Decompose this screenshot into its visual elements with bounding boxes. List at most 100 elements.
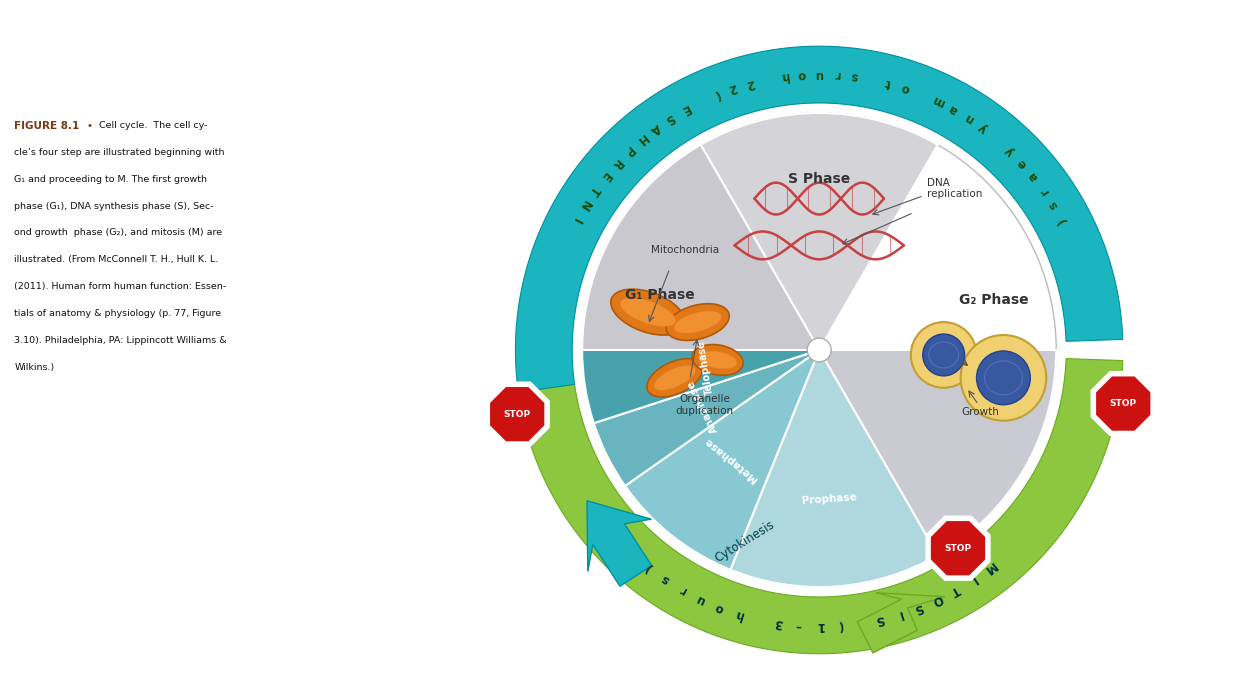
Text: t: t [884,76,893,90]
Text: STOP: STOP [1110,399,1137,408]
Polygon shape [516,46,1122,393]
Text: 2: 2 [744,75,755,90]
Text: ond growth  phase (G₂), and mitosis (M) are: ond growth phase (G₂), and mitosis (M) a… [15,229,223,238]
Text: S: S [662,110,677,126]
Text: m: m [930,92,946,110]
Text: Telophase: Telophase [697,340,715,396]
Ellipse shape [611,289,684,335]
Ellipse shape [666,303,729,340]
Text: T: T [949,582,962,597]
Text: a: a [1027,169,1042,184]
Text: h: h [779,69,789,84]
Text: S: S [913,600,925,615]
Text: n: n [962,110,976,126]
Polygon shape [857,593,945,653]
Text: illustrated. (From McConnell T. H., Hull K. L.: illustrated. (From McConnell T. H., Hull… [15,256,218,264]
Text: o: o [714,600,725,615]
Polygon shape [489,386,546,443]
Polygon shape [518,358,1122,653]
Polygon shape [485,382,549,447]
Circle shape [582,113,1056,587]
Polygon shape [1090,371,1156,436]
Text: Prophase: Prophase [802,492,858,506]
Polygon shape [930,520,987,577]
Circle shape [911,322,977,388]
Text: I: I [895,607,903,621]
Text: o: o [900,81,911,95]
Text: cle’s four step are illustrated beginning with: cle’s four step are illustrated beginnin… [15,148,224,157]
Text: Cell cycle.  The cell cy-: Cell cycle. The cell cy- [99,121,207,130]
Text: y: y [976,121,990,136]
Text: ): ) [644,560,656,574]
Text: M: M [981,559,998,576]
Text: ): ) [1055,215,1070,226]
Text: r: r [677,583,689,597]
Text: Cytokinesis: Cytokinesis [712,518,776,564]
Text: phase (G₁), DNA synthesis phase (S), Sec-: phase (G₁), DNA synthesis phase (S), Sec… [15,201,215,210]
Text: r: r [1038,184,1052,197]
Text: STOP: STOP [503,410,531,419]
Circle shape [977,351,1030,405]
Text: s: s [849,69,858,83]
Text: STOP: STOP [945,544,972,553]
Circle shape [807,338,831,362]
Ellipse shape [655,366,696,390]
Ellipse shape [698,351,737,369]
Wedge shape [730,350,937,587]
Text: o: o [797,68,806,82]
Text: tials of anatomy & physiology (p. 77, Figure: tials of anatomy & physiology (p. 77, Fi… [15,309,222,318]
Text: H: H [634,131,650,147]
Text: Growth: Growth [961,407,999,416]
Text: DNA
replication: DNA replication [926,178,982,199]
Text: h: h [733,606,745,621]
Text: I: I [967,573,978,586]
Text: O: O [930,591,945,608]
Text: S: S [874,612,885,626]
Text: u: u [815,68,823,81]
Polygon shape [587,501,652,586]
Text: s: s [1047,199,1061,212]
Text: G₁ and proceeding to M. The first growth: G₁ and proceeding to M. The first growth [15,175,207,184]
Text: P: P [621,143,636,158]
Wedge shape [582,145,820,423]
Text: a: a [947,101,960,116]
Circle shape [923,334,965,376]
Ellipse shape [675,311,722,333]
Text: E: E [678,101,692,116]
Polygon shape [1095,375,1152,432]
Polygon shape [925,516,991,581]
Text: R: R [608,155,624,171]
Wedge shape [594,350,820,486]
Circle shape [961,335,1047,421]
Text: (: ( [712,87,722,101]
Wedge shape [701,113,937,350]
Text: G₂ Phase: G₂ Phase [959,293,1028,307]
Text: (2011). Human form human function: Essen-: (2011). Human form human function: Essen… [15,282,227,291]
Text: –: – [796,619,802,632]
Text: •: • [86,121,92,131]
Wedge shape [625,350,820,570]
Text: Anaphase: Anaphase [686,379,720,435]
Text: E: E [596,169,613,184]
Text: y: y [1003,143,1017,158]
Ellipse shape [647,359,703,397]
Text: Mitochondria: Mitochondria [651,245,719,256]
Text: s: s [660,572,672,586]
Text: (: ( [836,619,843,632]
Text: 3: 3 [774,616,784,630]
Text: A: A [647,120,662,136]
Text: e: e [1014,156,1029,171]
Text: 3.10). Philadelphia, PA: Lippincott Williams &: 3.10). Philadelphia, PA: Lippincott Will… [15,336,227,345]
Text: 2: 2 [727,81,739,95]
Text: Metaphase: Metaphase [702,436,759,484]
Wedge shape [820,350,1056,556]
Text: Organelle
duplication: Organelle duplication [676,394,734,416]
Text: T: T [587,184,601,198]
Text: u: u [694,592,708,607]
Ellipse shape [692,345,743,375]
Text: N: N [577,197,593,213]
Text: S Phase: S Phase [789,173,851,186]
Text: Wilkins.): Wilkins.) [15,363,55,372]
Text: 1: 1 [815,619,823,632]
Text: r: r [833,68,839,82]
